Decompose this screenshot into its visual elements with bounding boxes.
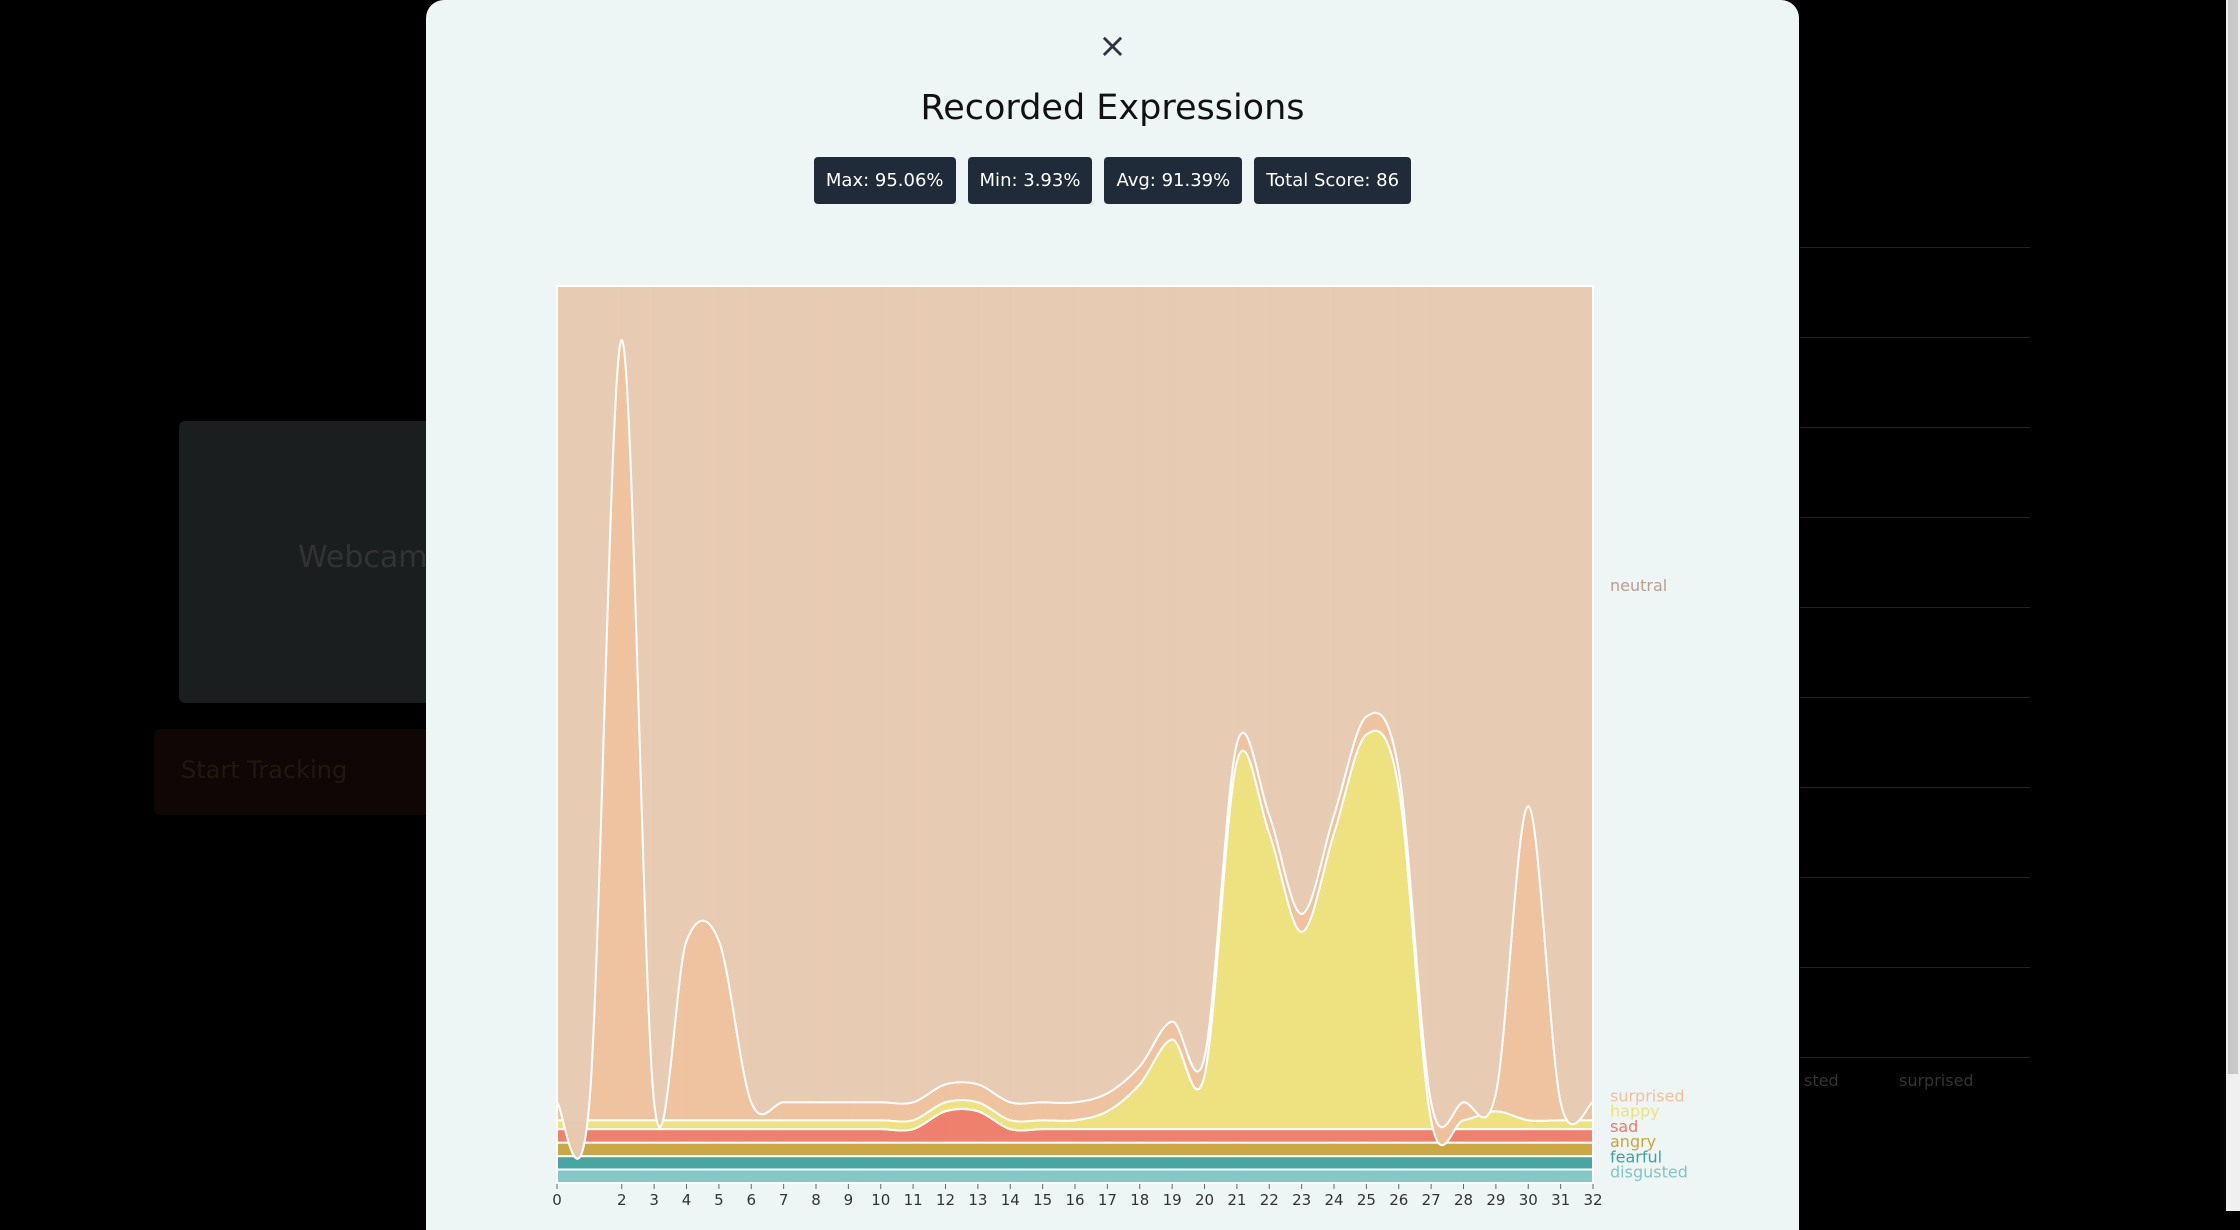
stat-badge: Total Score: 86	[1254, 157, 1412, 204]
stat-badge: Avg: 91.39%	[1104, 157, 1243, 204]
bg-line	[1800, 967, 2030, 968]
stats: Max: 95.06% Min: 3.93% Avg: 91.39% Total…	[426, 157, 1799, 204]
bg-line	[1800, 877, 2030, 878]
stat-badge: Min: 3.93%	[967, 157, 1093, 204]
close-button[interactable]: ×	[1098, 26, 1127, 66]
bg-line	[1800, 517, 2030, 518]
modal: × Recorded Expressions Max: 95.06% Min: …	[426, 0, 1799, 1230]
bg-line	[1800, 1057, 2030, 1058]
bg-line	[1800, 607, 2030, 608]
bg-legend-label: surprised	[1899, 1071, 1974, 1090]
bg-line	[1800, 697, 2030, 698]
modal-title: Recorded Expressions	[920, 88, 1305, 128]
scrollbar-thumb[interactable]	[2228, 0, 2238, 1074]
bg-line	[1800, 787, 2030, 788]
start-button-label[interactable]: Start Tracking	[181, 756, 348, 784]
bg-line	[1800, 247, 2030, 248]
webcam-label: Webcam	[298, 540, 428, 575]
stat-badge: Max: 95.06%	[813, 157, 956, 204]
bg-line	[1800, 427, 2030, 428]
bg-legend-label: sted	[1804, 1071, 1839, 1090]
start-button[interactable]	[154, 729, 454, 815]
bg-line	[1800, 337, 2030, 338]
